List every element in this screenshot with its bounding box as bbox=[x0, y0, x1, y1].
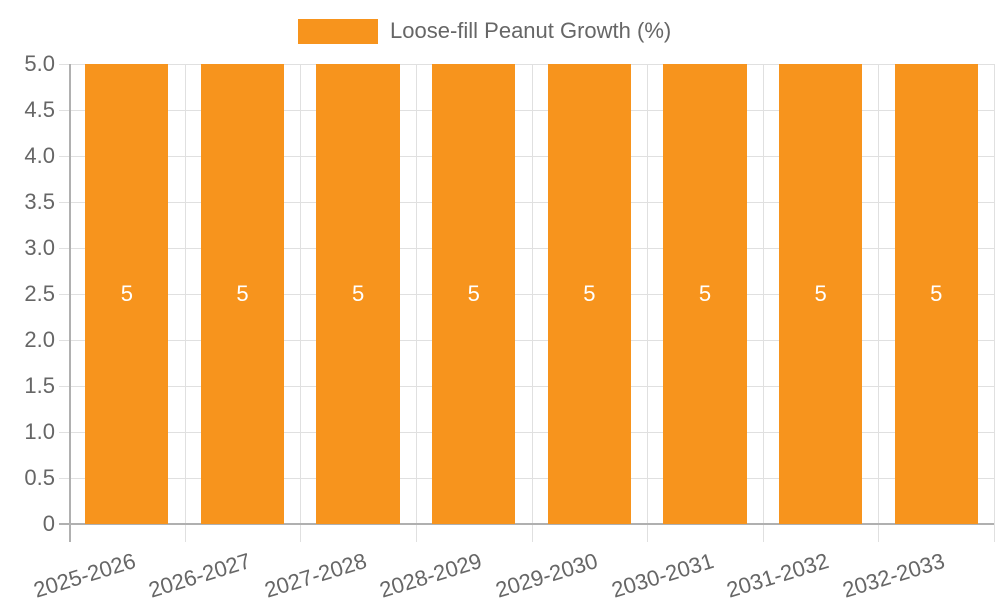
y-tick-label: 0 bbox=[42, 511, 55, 536]
x-tick-label: 2032-2033 bbox=[839, 548, 948, 603]
gridline-vertical bbox=[531, 64, 533, 542]
bar-value-label: 5 bbox=[814, 281, 827, 306]
bar[interactable]: 5 bbox=[200, 64, 285, 524]
gridline-horizontal bbox=[59, 386, 994, 387]
bar[interactable]: 5 bbox=[85, 64, 169, 524]
x-tick-label: 2025-2026 bbox=[30, 548, 139, 603]
gridline-horizontal bbox=[59, 248, 994, 249]
gridline-vertical bbox=[647, 64, 649, 542]
bar-value-label: 5 bbox=[467, 281, 480, 306]
x-tick-label: 2027-2028 bbox=[261, 548, 370, 603]
y-tick-label: 2.5 bbox=[24, 281, 55, 306]
bar-value-label: 5 bbox=[351, 281, 365, 306]
x-tick-label: 2030-2031 bbox=[608, 548, 717, 603]
gridline-vertical bbox=[300, 64, 302, 542]
bar[interactable]: 5 bbox=[547, 64, 631, 524]
bar-value-label: 5 bbox=[930, 281, 943, 306]
x-tick-label: 2029-2030 bbox=[492, 548, 601, 603]
y-tick-label: 3.5 bbox=[24, 189, 55, 214]
gridline-horizontal bbox=[59, 110, 994, 111]
y-tick-label: 1.0 bbox=[24, 419, 55, 444]
bar-value-label: 5 bbox=[698, 281, 712, 306]
y-tick-label: 0.5 bbox=[24, 465, 55, 490]
y-axis bbox=[69, 64, 71, 542]
bar[interactable]: 5 bbox=[316, 64, 400, 524]
x-axis bbox=[59, 523, 994, 525]
gridline-horizontal bbox=[59, 64, 994, 65]
plot-area: 0 0.5 1.0 1.5 2.0 2.5 3.0 3.5 4.0 4.5 5.0 5 5 5 5 5 5 5 5 bbox=[24, 53, 995, 542]
bar-value-label: 5 bbox=[583, 281, 596, 306]
gridline-horizontal bbox=[59, 156, 994, 157]
gridline-horizontal bbox=[59, 294, 994, 295]
gridline-vertical bbox=[415, 64, 417, 542]
y-tick-label: 2.0 bbox=[24, 327, 55, 352]
bar[interactable]: 5 bbox=[894, 64, 978, 524]
bar[interactable]: 5 bbox=[663, 64, 747, 524]
legend[interactable]: Loose-fill Peanut Growth (%) bbox=[298, 18, 671, 44]
gridline-vertical bbox=[762, 64, 764, 542]
gridline-vertical bbox=[994, 64, 995, 542]
bar[interactable]: 5 bbox=[432, 64, 516, 524]
y-tick-label: 3.0 bbox=[24, 235, 55, 260]
bar-value-label: 5 bbox=[236, 281, 249, 306]
legend-swatch bbox=[298, 18, 378, 44]
gridline-horizontal bbox=[59, 478, 994, 479]
gridline-horizontal bbox=[59, 432, 994, 433]
gridline-horizontal bbox=[59, 340, 994, 341]
y-tick-label: 1.5 bbox=[24, 373, 55, 398]
x-tick-label: 2031-2032 bbox=[723, 548, 832, 603]
legend-label: Loose-fill Peanut Growth (%) bbox=[390, 18, 672, 43]
gridline-vertical bbox=[184, 64, 186, 542]
bar[interactable]: 5 bbox=[778, 64, 863, 524]
x-tick-label: 2028-2029 bbox=[377, 548, 485, 603]
y-tick-label: 4.5 bbox=[24, 97, 55, 122]
y-tick-label: 4.0 bbox=[24, 143, 55, 168]
gridline-vertical bbox=[878, 64, 880, 542]
x-tick-label: 2026-2027 bbox=[145, 548, 254, 603]
gridline-horizontal bbox=[59, 202, 994, 203]
y-tick-label: 5.0 bbox=[24, 51, 55, 76]
bar-value-label: 5 bbox=[120, 281, 133, 306]
